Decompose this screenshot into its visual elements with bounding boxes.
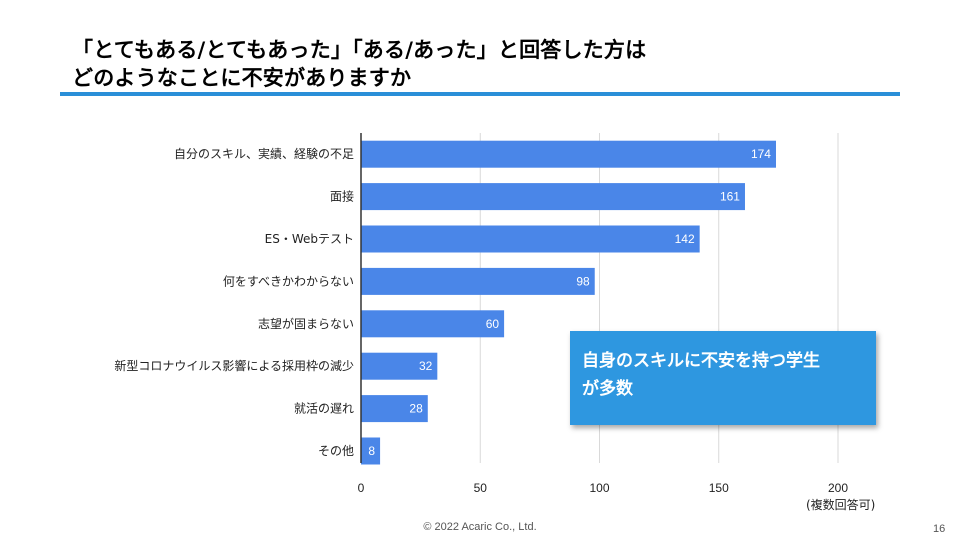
title-line-1: 「とてもある/とてもあった」「ある/あった」と回答した方は bbox=[72, 38, 647, 62]
x-tick-label: 50 bbox=[474, 481, 488, 495]
category-label: 自分のスキル、実績、経験の不足 bbox=[174, 146, 354, 161]
bar-value-label: 32 bbox=[419, 359, 433, 373]
bar bbox=[361, 352, 438, 380]
bar-value-label: 98 bbox=[576, 274, 590, 288]
category-label: 就活の遅れ bbox=[294, 402, 354, 416]
bar bbox=[361, 267, 595, 295]
category-label: 面接 bbox=[330, 189, 354, 204]
callout-box: 自身のスキルに不安を持つ学生 が多数 bbox=[570, 331, 876, 425]
category-label: その他 bbox=[318, 444, 354, 458]
x-tick-label: 100 bbox=[589, 481, 609, 495]
bar-value-label: 174 bbox=[751, 147, 771, 161]
bar bbox=[361, 395, 428, 423]
copyright: © 2022 Acaric Co., Ltd. bbox=[423, 521, 537, 533]
bar bbox=[361, 225, 700, 253]
x-tick-label: 150 bbox=[709, 481, 729, 495]
bar-value-label: 28 bbox=[409, 402, 423, 416]
category-label: ES・Webテスト bbox=[265, 232, 354, 246]
bar-value-label: 8 bbox=[368, 444, 375, 458]
callout-line-2: が多数 bbox=[582, 379, 633, 399]
page-number: 16 bbox=[933, 523, 946, 535]
title-underline bbox=[60, 92, 900, 96]
category-label: 何をすべきかわからない bbox=[223, 274, 354, 288]
x-tick-label: 0 bbox=[358, 481, 365, 495]
category-label: 新型コロナウイルス影響による採用枠の減少 bbox=[114, 358, 354, 373]
title-line-2: どのようなことに不安がありますか bbox=[72, 66, 412, 90]
callout-line-1: 自身のスキルに不安を持つ学生 bbox=[582, 351, 820, 371]
bar bbox=[361, 437, 381, 465]
x-tick-label: 200 bbox=[828, 481, 848, 495]
bar-value-label: 60 bbox=[486, 317, 500, 331]
bar-value-label: 142 bbox=[675, 232, 695, 246]
bar bbox=[361, 140, 776, 168]
bar bbox=[361, 310, 505, 338]
bar bbox=[361, 183, 745, 211]
bar-value-label: 161 bbox=[720, 190, 740, 204]
multiple-answer-note: (複数回答可) bbox=[806, 498, 876, 512]
page-title: 「とてもある/とてもあった」「ある/あった」と回答した方は どのようなことに不安… bbox=[72, 36, 912, 92]
category-label: 志望が固まらない bbox=[258, 316, 354, 331]
